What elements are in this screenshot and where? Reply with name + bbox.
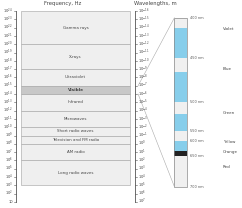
Text: Visible: Visible (68, 88, 84, 92)
Text: Violet: Violet (223, 27, 234, 31)
Bar (174, 114, 187, 131)
Text: $10^{6}$: $10^{6}$ (5, 156, 13, 165)
Text: $10^{2}$: $10^{2}$ (5, 189, 13, 198)
Text: $10^{19}$: $10^{19}$ (3, 48, 13, 57)
Text: Wavelengths, m: Wavelengths, m (134, 1, 177, 6)
Bar (21, 144, 130, 160)
Bar (174, 141, 187, 151)
Text: $10^{11}$: $10^{11}$ (3, 114, 13, 124)
Text: Orange: Orange (223, 150, 238, 154)
Bar (21, 69, 130, 86)
Text: $10^{24}$: $10^{24}$ (3, 6, 13, 16)
Text: $10^{-16}$: $10^{-16}$ (138, 6, 150, 16)
Text: Gamma rays: Gamma rays (63, 26, 89, 30)
Text: $10^{15}$: $10^{15}$ (3, 81, 13, 90)
Bar (21, 111, 130, 127)
Text: $10^{22}$: $10^{22}$ (3, 23, 13, 32)
Text: $10^{7}$: $10^{7}$ (138, 197, 146, 207)
Text: 600 nm: 600 nm (190, 139, 203, 143)
Bar (21, 11, 130, 44)
Text: 400 nm: 400 nm (190, 16, 203, 20)
Bar (174, 156, 187, 187)
Text: $10^{-4}$: $10^{-4}$ (138, 106, 148, 115)
Bar (174, 102, 187, 114)
Text: $10^{-11}$: $10^{-11}$ (138, 48, 150, 57)
Text: $10^{-1}$: $10^{-1}$ (138, 131, 148, 140)
Text: AM radio: AM radio (67, 150, 84, 154)
Text: $10^{-10}$: $10^{-10}$ (138, 56, 150, 66)
Text: 10: 10 (8, 200, 13, 204)
Bar (174, 58, 187, 72)
Text: Red: Red (223, 165, 231, 169)
Text: Short radio waves: Short radio waves (57, 129, 94, 133)
Text: $10^{1}$: $10^{1}$ (138, 147, 146, 157)
Text: $10^{-5}$: $10^{-5}$ (138, 98, 148, 107)
Text: $10^{14}$: $10^{14}$ (3, 89, 13, 99)
Text: $10^{-12}$: $10^{-12}$ (138, 40, 150, 49)
Text: Ultraviolet: Ultraviolet (65, 76, 86, 79)
Text: Blue: Blue (223, 67, 232, 71)
Bar (174, 72, 187, 102)
Bar (174, 18, 187, 187)
Text: $10^{-14}$: $10^{-14}$ (138, 23, 150, 32)
Text: X-rays: X-rays (69, 55, 82, 59)
Bar (21, 160, 130, 185)
Text: Green: Green (223, 111, 235, 115)
Text: $10^{9}$: $10^{9}$ (5, 131, 13, 140)
Text: Yellow: Yellow (223, 140, 235, 144)
Text: 550 nm: 550 nm (190, 129, 203, 133)
Text: $10^{2}$: $10^{2}$ (138, 156, 146, 165)
Text: $10^{10}$: $10^{10}$ (3, 123, 13, 132)
Text: $10^{13}$: $10^{13}$ (3, 98, 13, 107)
Bar (174, 28, 187, 58)
Bar (174, 151, 187, 156)
Text: $10^{5}$: $10^{5}$ (138, 181, 146, 190)
Text: 700 nm: 700 nm (190, 185, 203, 189)
Text: $10^{5}$: $10^{5}$ (5, 164, 13, 173)
Text: $10^{4}$: $10^{4}$ (5, 172, 13, 182)
Text: $10^{-2}$: $10^{-2}$ (138, 123, 148, 132)
Text: 650 nm: 650 nm (190, 154, 203, 158)
Bar (174, 18, 187, 28)
Bar (174, 131, 187, 141)
Text: $10^{20}$: $10^{20}$ (3, 40, 13, 49)
Text: Television and FM radio: Television and FM radio (52, 138, 99, 142)
Bar (21, 44, 130, 69)
Text: $10^{-6}$: $10^{-6}$ (138, 89, 148, 99)
Text: Microwaves: Microwaves (64, 117, 87, 121)
Text: 500 nm: 500 nm (190, 100, 203, 104)
Text: $10^{3}$: $10^{3}$ (138, 164, 146, 173)
Text: Frequency, Hz: Frequency, Hz (44, 1, 81, 6)
Text: Long radio waves: Long radio waves (58, 171, 93, 175)
Bar (21, 94, 130, 111)
Text: $10^{17}$: $10^{17}$ (3, 64, 13, 74)
Text: $10^{16}$: $10^{16}$ (3, 73, 13, 82)
Text: $10^{-15}$: $10^{-15}$ (138, 15, 150, 24)
Text: $10^{23}$: $10^{23}$ (3, 15, 13, 24)
Text: $10^{8}$: $10^{8}$ (5, 139, 13, 149)
Text: $10^{4}$: $10^{4}$ (138, 172, 146, 182)
Text: $10^{-9}$: $10^{-9}$ (138, 64, 148, 74)
Bar (21, 135, 130, 144)
Text: $10^{18}$: $10^{18}$ (3, 56, 13, 66)
Bar (21, 86, 130, 94)
Text: $10^{7}$: $10^{7}$ (5, 147, 13, 157)
Bar (21, 127, 130, 135)
Text: $10^{12}$: $10^{12}$ (3, 106, 13, 115)
Text: $10^{-7}$: $10^{-7}$ (138, 81, 148, 90)
Text: $10^{-13}$: $10^{-13}$ (138, 31, 150, 41)
Text: $10^{6}$: $10^{6}$ (138, 189, 146, 198)
Text: $10^{0}$: $10^{0}$ (138, 139, 146, 149)
Text: Infrared: Infrared (68, 100, 83, 104)
Text: $10^{-3}$: $10^{-3}$ (138, 114, 148, 124)
Text: $10^{3}$: $10^{3}$ (5, 181, 13, 190)
Text: 450 nm: 450 nm (190, 56, 203, 60)
Text: $10^{21}$: $10^{21}$ (3, 31, 13, 41)
Text: $10^{-8}$: $10^{-8}$ (138, 73, 148, 82)
